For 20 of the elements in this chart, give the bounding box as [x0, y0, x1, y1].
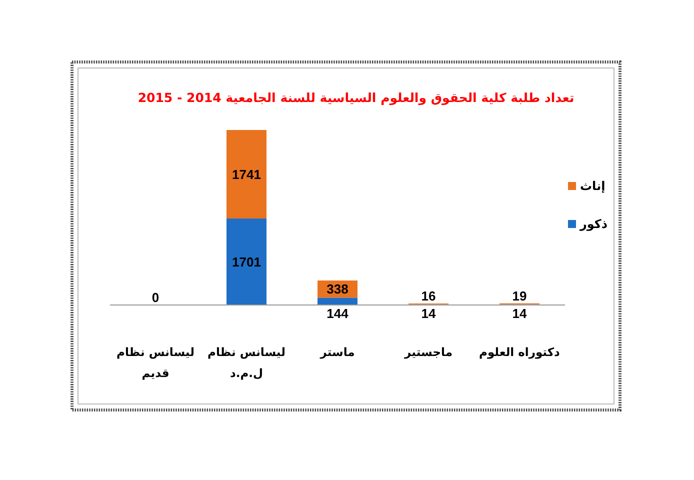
data-label: 16	[421, 288, 436, 304]
x-tick-label: ليسانس نظام قديم	[116, 345, 194, 380]
data-label: 19	[512, 288, 527, 304]
data-label: 14	[421, 306, 436, 321]
bar	[226, 218, 266, 305]
bar	[318, 298, 358, 305]
bar	[226, 130, 266, 219]
data-label: 1701	[232, 254, 261, 270]
data-label: 14	[512, 306, 528, 321]
data-label: 144	[326, 306, 350, 321]
data-label: 338	[326, 282, 348, 297]
chart-title: تعداد طلبة كلية الحقوق والعلوم السياسية للسنة الجامعية 2014 - 2015	[138, 90, 574, 106]
data-label: 0	[152, 290, 160, 305]
legend-label: ذكور	[579, 217, 608, 231]
x-tick-label: دكتوراه العلوم	[479, 345, 560, 359]
x-tick-label: ماستر	[319, 345, 355, 359]
x-tick-label: ماجستير	[404, 345, 452, 359]
x-tick-label: ليسانس نظام ل.م.د	[208, 345, 286, 380]
legend-label: إناث	[580, 179, 606, 193]
data-label: 1741	[232, 166, 261, 182]
